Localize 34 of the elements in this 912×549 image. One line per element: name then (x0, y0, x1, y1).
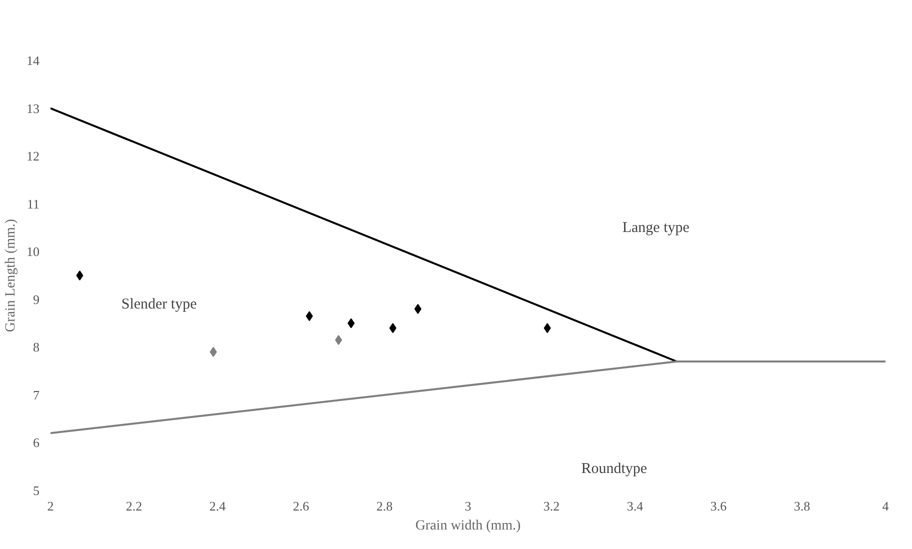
y-axis-title: Grain Length (mm.) (4, 218, 18, 332)
point (210, 346, 217, 357)
point (76, 270, 84, 280)
point (544, 323, 551, 334)
x-tick-label: 2.6 (292, 498, 310, 514)
x-tick-label: 2 (47, 498, 54, 514)
x-tick-label: 3.8 (794, 498, 810, 514)
x-tick-label: 4 (882, 498, 890, 514)
point (348, 318, 355, 328)
y-tick-label: 5 (33, 483, 40, 498)
y-tick-label: 12 (26, 148, 40, 164)
point (335, 335, 342, 345)
point (389, 323, 396, 334)
y-tick-label: 13 (26, 100, 40, 116)
y-tick-label: 10 (26, 244, 40, 260)
x-tick-label: 3 (464, 498, 472, 514)
x-tick-label: 2.8 (376, 498, 393, 514)
x-axis-title: Grain width (mm.) (415, 518, 522, 534)
point (414, 304, 422, 314)
y-tick-label: 6 (33, 435, 40, 450)
annotation: Roundtype (581, 461, 648, 477)
y-tick-label: 11 (26, 196, 40, 212)
x-tick-label: 2.4 (209, 498, 226, 514)
y-tick-label: 8 (33, 340, 40, 355)
annotation: Lange type (622, 220, 690, 236)
x-tick-label: 3.2 (543, 498, 560, 514)
y-tick-label: 7 (33, 387, 40, 402)
annotation: Slender type (121, 296, 198, 312)
x-tick-label: 3.4 (626, 498, 644, 514)
point (306, 311, 313, 322)
y-tick-label: 9 (33, 292, 40, 307)
x-tick-label: 2.2 (126, 498, 142, 514)
x-tick-label: 3.6 (710, 498, 728, 514)
y-tick-label: 14 (26, 53, 40, 68)
